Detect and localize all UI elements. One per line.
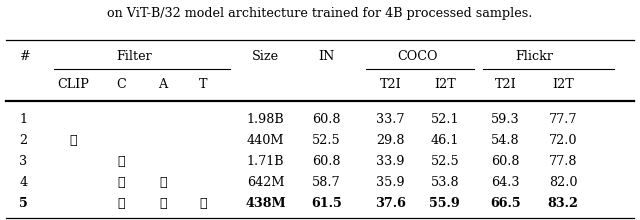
Text: 64.3: 64.3 <box>492 176 520 189</box>
Text: 66.5: 66.5 <box>490 197 521 210</box>
Text: 83.2: 83.2 <box>548 197 579 210</box>
Text: 33.7: 33.7 <box>376 113 404 126</box>
Text: 440M: 440M <box>247 134 284 147</box>
Text: 59.3: 59.3 <box>492 113 520 126</box>
Text: 52.5: 52.5 <box>431 155 459 168</box>
Text: 77.8: 77.8 <box>549 155 577 168</box>
Text: 60.8: 60.8 <box>492 155 520 168</box>
Text: 2: 2 <box>19 134 28 147</box>
Text: 72.0: 72.0 <box>549 134 577 147</box>
Text: I2T: I2T <box>552 78 574 91</box>
Text: CLIP: CLIP <box>58 78 90 91</box>
Text: 82.0: 82.0 <box>549 176 577 189</box>
Text: ✓: ✓ <box>118 155 125 168</box>
Text: 33.9: 33.9 <box>376 155 404 168</box>
Text: 1.71B: 1.71B <box>247 155 284 168</box>
Text: ✓: ✓ <box>70 134 77 147</box>
Text: I2T: I2T <box>434 78 456 91</box>
Text: on ViT-B/32 model architecture trained for 4B processed samples.: on ViT-B/32 model architecture trained f… <box>108 7 532 20</box>
Text: ✓: ✓ <box>159 197 167 210</box>
Text: IN: IN <box>318 50 335 63</box>
Text: A: A <box>159 78 168 91</box>
Text: 54.8: 54.8 <box>492 134 520 147</box>
Text: Size: Size <box>252 50 279 63</box>
Text: 55.9: 55.9 <box>429 197 460 210</box>
Text: 60.8: 60.8 <box>312 113 340 126</box>
Text: 29.8: 29.8 <box>376 134 404 147</box>
Text: Filter: Filter <box>116 50 152 63</box>
Text: 642M: 642M <box>247 176 284 189</box>
Text: T: T <box>199 78 208 91</box>
Text: 61.5: 61.5 <box>311 197 342 210</box>
Text: ✓: ✓ <box>118 197 125 210</box>
Text: COCO: COCO <box>397 50 438 63</box>
Text: 35.9: 35.9 <box>376 176 404 189</box>
Text: 52.5: 52.5 <box>312 134 340 147</box>
Text: ✓: ✓ <box>159 176 167 189</box>
Text: 77.7: 77.7 <box>549 113 577 126</box>
Text: #: # <box>19 50 30 63</box>
Text: 53.8: 53.8 <box>431 176 459 189</box>
Text: 37.6: 37.6 <box>375 197 406 210</box>
Text: 4: 4 <box>19 176 28 189</box>
Text: 46.1: 46.1 <box>431 134 459 147</box>
Text: ✓: ✓ <box>200 197 207 210</box>
Text: 1.98B: 1.98B <box>247 113 284 126</box>
Text: 1: 1 <box>19 113 27 126</box>
Text: 58.7: 58.7 <box>312 176 340 189</box>
Text: T2I: T2I <box>495 78 516 91</box>
Text: 52.1: 52.1 <box>431 113 459 126</box>
Text: Flickr: Flickr <box>515 50 554 63</box>
Text: ✓: ✓ <box>118 176 125 189</box>
Text: 3: 3 <box>19 155 28 168</box>
Text: 438M: 438M <box>245 197 286 210</box>
Text: C: C <box>116 78 127 91</box>
Text: 5: 5 <box>19 197 28 210</box>
Text: 60.8: 60.8 <box>312 155 340 168</box>
Text: T2I: T2I <box>380 78 401 91</box>
